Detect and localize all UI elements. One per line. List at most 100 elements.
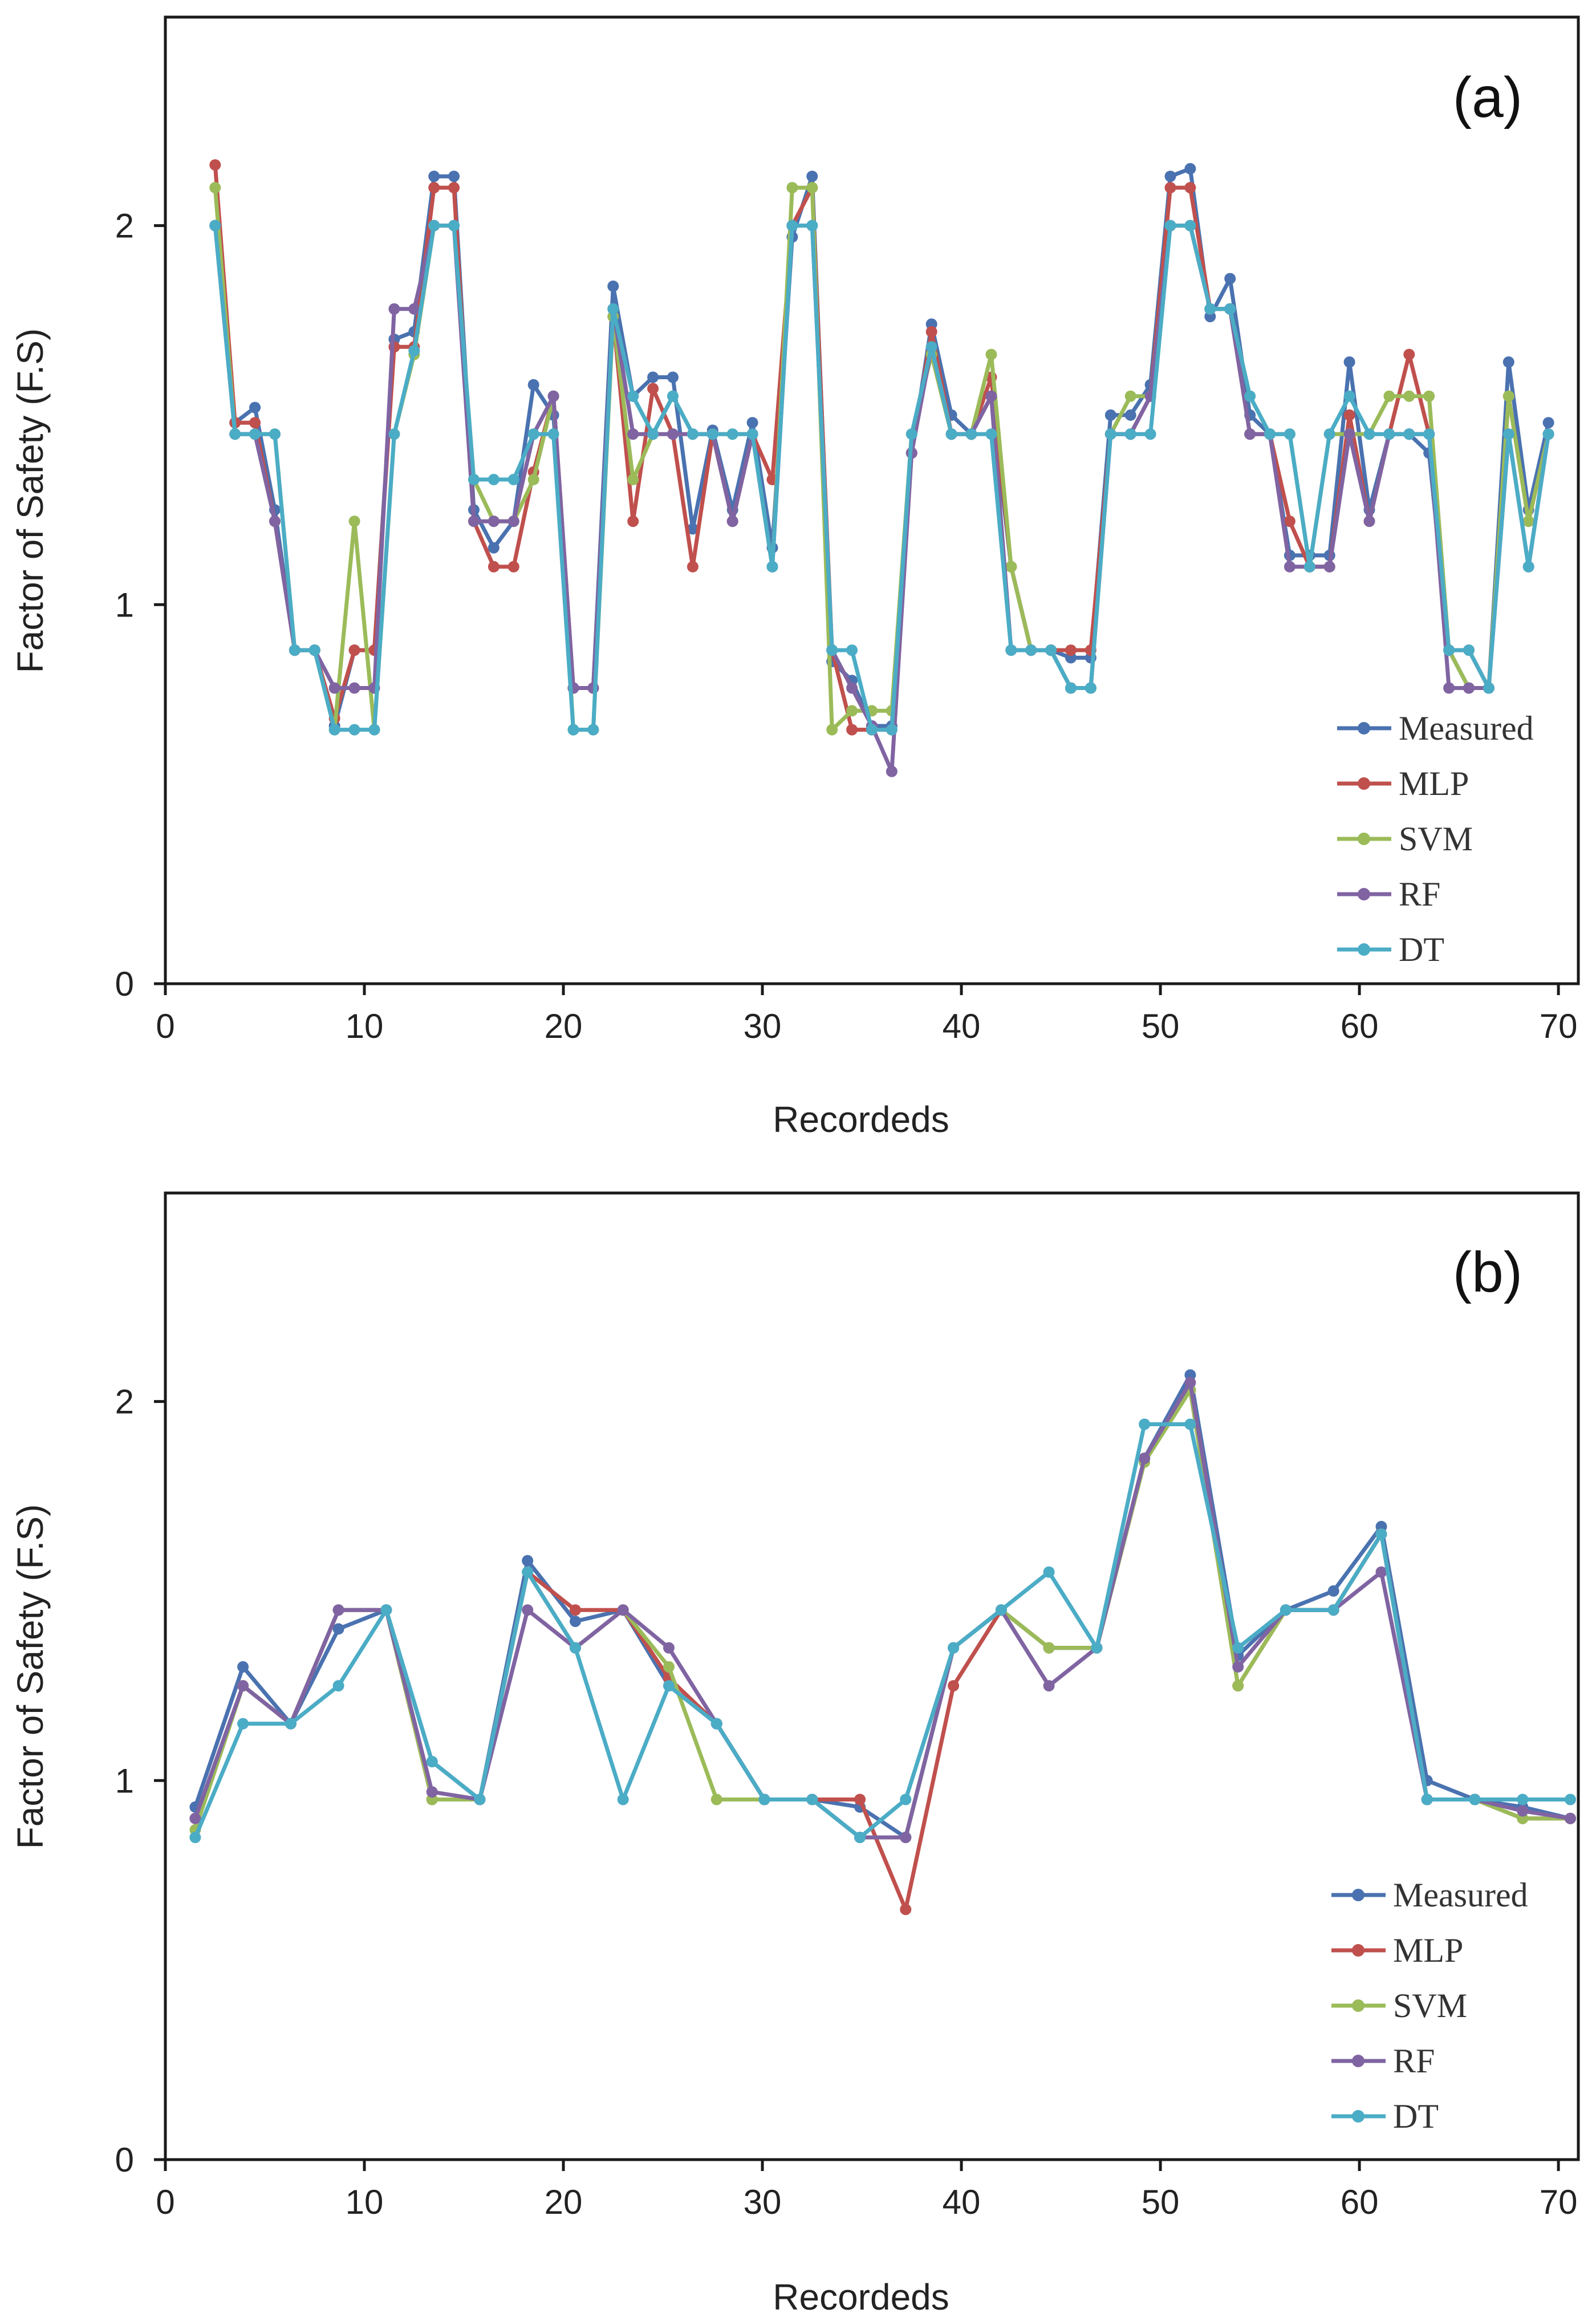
panel-b: 0 10 20 30 40 50 60 70 0 1 2 (b) Recordeds Factor … bbox=[10, 1191, 1580, 2318]
panel-b-legend-label-measured: Measured bbox=[1393, 1876, 1528, 1914]
panel-a-point-dt bbox=[1323, 428, 1335, 440]
panel-a-point-dt bbox=[209, 220, 221, 232]
panel-b-series-dt bbox=[189, 1418, 1576, 1843]
panel-b-point-dt bbox=[1139, 1418, 1151, 1430]
panel-b-legend-label-mlp: MLP bbox=[1393, 1932, 1463, 1969]
panel-a-legend-label-svm: SVM bbox=[1399, 820, 1473, 858]
panel-a-point-dt bbox=[786, 220, 798, 232]
panel-b-point-measured bbox=[1327, 1585, 1339, 1597]
panel-b-point-svm bbox=[663, 1661, 675, 1673]
panel-a-point-measured bbox=[806, 171, 818, 182]
panel-b-point-dt bbox=[617, 1793, 629, 1805]
panel-a-x-tick-label-50: 50 bbox=[1142, 1007, 1180, 1045]
panel-a-y-axis-title: Factor of Safety (F.S) bbox=[10, 328, 51, 673]
panel-b-legend-label-rf: RF bbox=[1393, 2042, 1435, 2080]
panel-b-legend-marker-mlp bbox=[1352, 1944, 1364, 1957]
panel-a-point-dt bbox=[229, 428, 241, 440]
panel-b-point-rf bbox=[332, 1604, 344, 1616]
panel-a-y-tick-label-2: 2 bbox=[115, 207, 134, 245]
panel-a-point-mlp bbox=[209, 159, 221, 171]
panel-a-point-rf bbox=[488, 516, 499, 528]
panel-a-point-dt bbox=[1264, 428, 1276, 440]
panel-a-x-tick-label-60: 60 bbox=[1341, 1007, 1379, 1045]
panel-b-point-dt bbox=[1091, 1642, 1103, 1654]
panel-a-point-dt bbox=[687, 428, 698, 440]
panel-a-point-svm bbox=[1124, 390, 1136, 402]
panel-b-legend-marker-measured bbox=[1352, 1889, 1364, 1901]
panel-a-point-dt bbox=[627, 390, 639, 402]
panel-a-frame bbox=[164, 15, 1580, 985]
panel-b-point-measured bbox=[332, 1623, 344, 1635]
panel-b-point-dt bbox=[426, 1756, 438, 1768]
panel-b-point-dt bbox=[237, 1718, 249, 1730]
panel-a-point-dt bbox=[1164, 220, 1176, 232]
panel-a-point-rf bbox=[388, 303, 400, 315]
panel-a-point-dt bbox=[1184, 220, 1196, 232]
panel-a-point-dt bbox=[269, 428, 281, 440]
panel-b-ticks bbox=[154, 1400, 1560, 2171]
panel-a-legend-marker-dt bbox=[1358, 943, 1370, 956]
panel-a-point-measured bbox=[667, 371, 679, 383]
panel-a-point-dt bbox=[945, 428, 957, 440]
panel-a-x-tick-label-10: 10 bbox=[346, 1007, 384, 1045]
panel-a-line-svm bbox=[213, 185, 1551, 732]
panel-b-line-rf bbox=[193, 1380, 1573, 1840]
panel-b-x-tick-label-70: 70 bbox=[1540, 2183, 1578, 2221]
panel-b-point-rf bbox=[663, 1642, 675, 1654]
panel-b-tick-labels: 0 10 20 30 40 50 60 70 0 1 2 bbox=[115, 1383, 1578, 2221]
panel-b-series-measured bbox=[189, 1369, 1576, 1843]
panel-b-legend-marker-rf bbox=[1352, 2055, 1364, 2067]
panel-a-series-svm bbox=[209, 182, 1554, 736]
panel-b-point-dt bbox=[474, 1793, 486, 1805]
panel-a-point-dt bbox=[1542, 428, 1554, 440]
panel-a-point-dt bbox=[527, 428, 539, 440]
panel-b-point-rf bbox=[1375, 1566, 1387, 1578]
panel-a-series-rf bbox=[209, 220, 1554, 777]
panel-b-y-tick-label-1: 1 bbox=[115, 1762, 134, 1800]
panel-a-legend-label-dt: DT bbox=[1399, 931, 1444, 968]
panel-a-point-dt bbox=[806, 220, 818, 232]
panel-b-legend-item-svm: SVM bbox=[1331, 1987, 1467, 2024]
panel-a-point-svm bbox=[806, 182, 818, 194]
panel-b-legend-item-dt: DT bbox=[1331, 2097, 1439, 2135]
panel-a-point-dt bbox=[746, 428, 758, 440]
panel-a-point-dt bbox=[388, 428, 400, 440]
panel-a-point-mlp bbox=[488, 561, 499, 573]
panel-a-point-svm bbox=[1403, 390, 1415, 402]
panel-a-point-measured bbox=[607, 280, 619, 292]
panel-a-point-dt bbox=[1423, 428, 1435, 440]
panel-a-legend-marker-mlp bbox=[1358, 777, 1370, 790]
panel-a-legend-item-mlp: MLP bbox=[1337, 765, 1469, 802]
panel-a-point-measured bbox=[488, 542, 499, 554]
panel-b-point-rf bbox=[1517, 1805, 1529, 1817]
panel-b-point-dt bbox=[1517, 1793, 1529, 1805]
panel-a-point-dt bbox=[985, 428, 997, 440]
panel-a-point-mlp bbox=[925, 326, 937, 338]
panel-a-x-tick-label-30: 30 bbox=[744, 1007, 782, 1045]
panel-a-point-svm bbox=[1522, 516, 1534, 528]
panel-a-point-rf bbox=[408, 303, 420, 315]
panel-a-point-rf bbox=[507, 516, 519, 528]
panel-a-point-svm bbox=[627, 473, 639, 485]
panel-b-point-dt bbox=[806, 1793, 818, 1805]
panel-a-point-dt bbox=[607, 303, 619, 315]
panel-a-point-rf bbox=[1284, 561, 1296, 573]
panel-a-x-axis-title: Recordeds bbox=[773, 1099, 949, 1140]
panel-a-point-mlp bbox=[1065, 644, 1077, 656]
panel-a-point-measured bbox=[1224, 273, 1236, 285]
panel-a-legend-label-rf: RF bbox=[1399, 875, 1440, 913]
panel-a-point-mlp bbox=[448, 182, 460, 194]
panel-b-point-measured bbox=[237, 1661, 249, 1673]
panel-b-point-dt bbox=[995, 1604, 1007, 1616]
panel-a-point-dt bbox=[1085, 682, 1097, 694]
panel-a-point-dt bbox=[1025, 644, 1037, 656]
panel-a-point-measured bbox=[647, 371, 659, 383]
panel-b-point-rf bbox=[1565, 1812, 1576, 1824]
panel-a-legend-marker-svm bbox=[1358, 833, 1370, 845]
panel-a-label: (a) bbox=[1453, 66, 1522, 129]
panel-a-point-dt bbox=[1104, 428, 1116, 440]
panel-a-point-svm bbox=[786, 182, 798, 194]
panel-a-point-dt bbox=[348, 724, 360, 736]
panel-a-point-mlp bbox=[348, 644, 360, 656]
